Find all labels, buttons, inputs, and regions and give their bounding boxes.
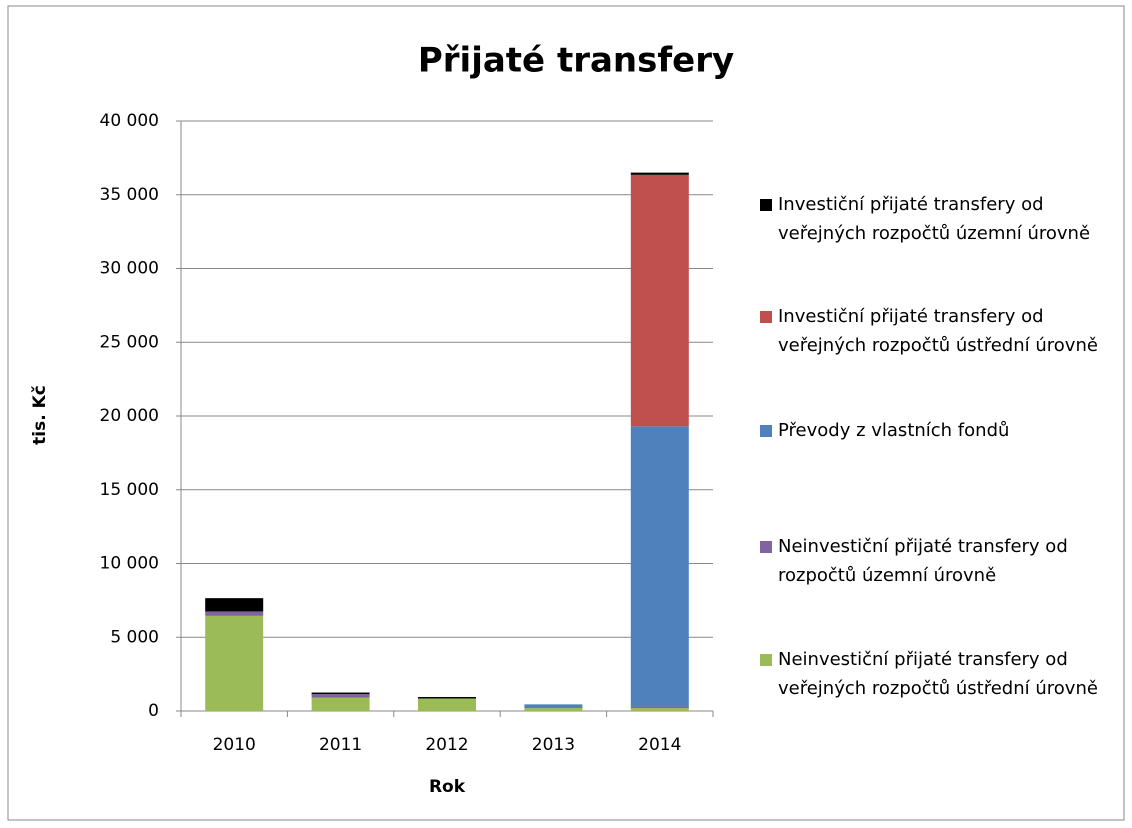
bar-segment	[311, 692, 370, 695]
legend-label: Investiční přijaté transfery od veřejnýc…	[778, 194, 1091, 244]
y-tick-label: 10 000	[100, 554, 159, 574]
bar-segment	[630, 174, 689, 427]
y-tick-label: 20 000	[100, 406, 159, 426]
y-tick-label: 30 000	[100, 259, 159, 279]
bar-segment	[311, 697, 370, 711]
bar-segment	[524, 708, 583, 711]
legend-label: Neinvestiční přijaté transfery od veřejn…	[778, 649, 1098, 699]
chart-border	[7, 5, 1125, 821]
bar-segment	[524, 704, 583, 709]
chart-title: Přijaté transfery	[418, 41, 734, 81]
x-tick-label: 2010	[213, 735, 256, 755]
bar-segment	[311, 694, 370, 698]
legend-swatch	[760, 541, 772, 553]
x-tick-label: 2012	[425, 735, 468, 755]
y-tick-label: 35 000	[100, 185, 159, 205]
legend-swatch	[760, 311, 772, 323]
legend-label: Převody z vlastních fondů	[778, 420, 1010, 441]
bar-segment	[418, 696, 476, 699]
x-tick-label: 2013	[532, 735, 575, 755]
bar-segment	[205, 615, 264, 711]
bar-segment	[630, 708, 689, 711]
x-tick-label: 2011	[319, 735, 362, 755]
x-tick-label: 2014	[638, 735, 681, 755]
legend-swatch	[760, 199, 772, 211]
y-tick-label: 5 000	[110, 627, 159, 647]
y-tick-label: 25 000	[100, 332, 159, 352]
y-axis-label: tis. Kč	[30, 385, 50, 445]
bar-segment	[630, 426, 689, 707]
legend-label: Investiční přijaté transfery od veřejnýc…	[778, 306, 1098, 356]
legend-label: Neinvestiční přijaté transfery od rozpoč…	[778, 536, 1068, 586]
legend-swatch	[760, 654, 772, 666]
bar-segment	[205, 611, 264, 616]
x-axis-label: Rok	[429, 777, 466, 797]
bar-segment	[630, 172, 689, 175]
legend-swatch	[760, 425, 772, 437]
y-tick-label: 15 000	[100, 480, 159, 500]
bar-segment	[205, 598, 264, 612]
y-tick-label: 0	[148, 701, 159, 721]
y-tick-label: 40 000	[100, 111, 159, 131]
bar-segment	[630, 706, 689, 709]
bar-segment	[418, 698, 476, 711]
